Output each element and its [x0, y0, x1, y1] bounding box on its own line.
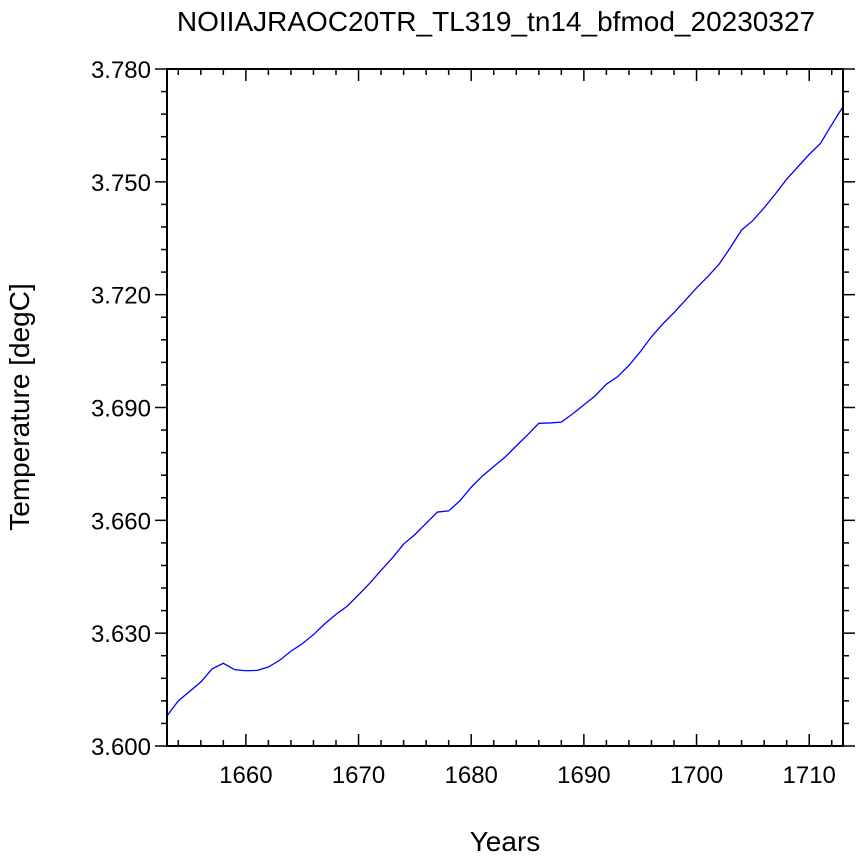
x-axis-tick-labels: 1660 1670 1680 1690 1700 1710: [219, 762, 836, 789]
axis-ticks: [155, 68, 855, 747]
x-tick-label: 1700: [670, 762, 723, 789]
y-tick-label: 3.660: [91, 508, 151, 535]
plot-frame: [166, 68, 844, 747]
x-tick-label: 1690: [557, 762, 610, 789]
x-tick-label: 1670: [332, 762, 385, 789]
x-axis-label: Years: [470, 826, 541, 857]
y-tick-label: 3.750: [91, 170, 151, 197]
x-tick-label: 1660: [219, 762, 272, 789]
x-tick-label: 1710: [783, 762, 836, 789]
y-tick-label: 3.720: [91, 283, 151, 310]
y-tick-label: 3.600: [91, 734, 151, 761]
x-tick-label: 1680: [445, 762, 498, 789]
y-tick-label: 3.780: [91, 57, 151, 84]
y-axis-label: Temperature [degC]: [4, 283, 35, 530]
y-tick-label: 3.630: [91, 621, 151, 648]
y-tick-label: 3.690: [91, 396, 151, 423]
y-axis-tick-labels: 3.600 3.630 3.660 3.690 3.720 3.750 3.780: [91, 57, 151, 761]
series-line: [166, 106, 844, 717]
chart-title: NOIIAJRAOC20TR_TL319_tn14_bfmod_20230327: [177, 6, 815, 37]
